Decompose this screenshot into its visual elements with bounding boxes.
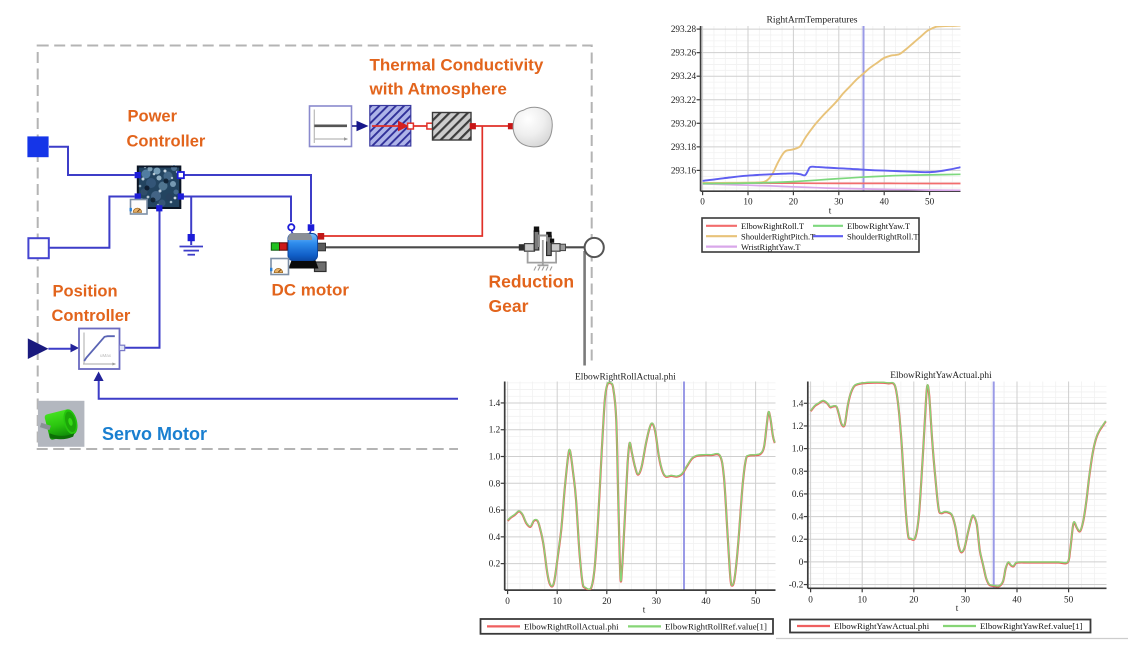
svg-text:20: 20 bbox=[909, 594, 919, 604]
svg-text:40: 40 bbox=[1012, 594, 1022, 604]
svg-text:0: 0 bbox=[505, 596, 510, 606]
svg-text:30: 30 bbox=[834, 197, 844, 207]
svg-text:RightArmTemperatures: RightArmTemperatures bbox=[767, 15, 858, 26]
svg-text:Reduction: Reduction bbox=[489, 272, 575, 292]
svg-text:-0.2: -0.2 bbox=[789, 580, 804, 590]
svg-text:0: 0 bbox=[700, 197, 705, 207]
svg-text:DC motor: DC motor bbox=[272, 281, 350, 300]
svg-text:0.8: 0.8 bbox=[489, 478, 501, 488]
svg-text:ElbowRightRollRef.value[1]: ElbowRightRollRef.value[1] bbox=[665, 622, 767, 632]
svg-text:0.8: 0.8 bbox=[792, 466, 804, 476]
svg-text:0.6: 0.6 bbox=[489, 505, 501, 515]
svg-text:t: t bbox=[956, 603, 959, 613]
svg-text:30: 30 bbox=[652, 596, 662, 606]
svg-text:1.4: 1.4 bbox=[489, 398, 501, 408]
svg-text:ShoulderRightPitch.T: ShoulderRightPitch.T bbox=[741, 231, 816, 241]
svg-text:50: 50 bbox=[925, 197, 935, 207]
svg-text:293.24: 293.24 bbox=[671, 71, 697, 81]
svg-text:Thermal Conductivity: Thermal Conductivity bbox=[370, 56, 544, 75]
svg-text:ElbowRightYawRef.value[1]: ElbowRightYawRef.value[1] bbox=[980, 621, 1083, 631]
svg-text:t: t bbox=[643, 605, 646, 615]
svg-text:10: 10 bbox=[858, 594, 868, 604]
svg-text:0.6: 0.6 bbox=[792, 489, 804, 499]
svg-text:ElbowRightYaw.T: ElbowRightYaw.T bbox=[847, 221, 911, 231]
svg-text:293.16: 293.16 bbox=[671, 165, 697, 175]
svg-text:1.2: 1.2 bbox=[792, 421, 804, 431]
svg-text:0.4: 0.4 bbox=[792, 512, 804, 522]
svg-text:ElbowRightYawActual.phi: ElbowRightYawActual.phi bbox=[834, 621, 930, 631]
svg-text:Controller: Controller bbox=[52, 307, 131, 325]
svg-text:293.18: 293.18 bbox=[671, 142, 697, 152]
svg-text:1.2: 1.2 bbox=[489, 425, 501, 435]
svg-text:0: 0 bbox=[799, 557, 804, 567]
svg-text:40: 40 bbox=[701, 596, 711, 606]
svg-text:Position: Position bbox=[53, 283, 118, 301]
svg-text:0: 0 bbox=[808, 594, 813, 604]
svg-text:WristRightYaw.T: WristRightYaw.T bbox=[741, 242, 801, 252]
svg-text:Gear: Gear bbox=[489, 296, 529, 316]
svg-text:10: 10 bbox=[743, 197, 753, 207]
svg-text:50: 50 bbox=[751, 596, 761, 606]
svg-text:293.20: 293.20 bbox=[671, 118, 697, 128]
svg-text:1.4: 1.4 bbox=[792, 398, 804, 408]
svg-text:293.28: 293.28 bbox=[671, 24, 697, 34]
svg-text:ElbowRightYawActual.phi: ElbowRightYawActual.phi bbox=[890, 371, 992, 381]
svg-text:1.0: 1.0 bbox=[792, 444, 804, 454]
svg-text:ElbowRightRollActual.phi: ElbowRightRollActual.phi bbox=[575, 373, 676, 383]
svg-text:Power: Power bbox=[128, 108, 178, 126]
svg-text:20: 20 bbox=[789, 197, 799, 207]
svg-text:1.0: 1.0 bbox=[489, 452, 501, 462]
svg-text:50: 50 bbox=[1064, 594, 1074, 604]
svg-text:with Atmosphere: with Atmosphere bbox=[369, 80, 507, 99]
svg-text:uMax: uMax bbox=[100, 353, 112, 358]
svg-text:30: 30 bbox=[961, 594, 971, 604]
svg-text:t: t bbox=[829, 206, 832, 216]
svg-text:0.2: 0.2 bbox=[792, 534, 804, 544]
svg-text:10: 10 bbox=[553, 596, 563, 606]
svg-text:ShoulderRightRoll.T: ShoulderRightRoll.T bbox=[847, 231, 919, 241]
svg-text:ElbowRightRoll.T: ElbowRightRoll.T bbox=[741, 221, 805, 231]
svg-text:0.2: 0.2 bbox=[489, 559, 501, 569]
svg-text:20: 20 bbox=[602, 596, 612, 606]
svg-text:293.26: 293.26 bbox=[671, 48, 697, 58]
svg-text:0.4: 0.4 bbox=[489, 532, 501, 542]
svg-text:293.22: 293.22 bbox=[671, 95, 697, 105]
svg-text:40: 40 bbox=[880, 197, 890, 207]
svg-text:Controller: Controller bbox=[127, 133, 206, 151]
svg-text:Servo Motor: Servo Motor bbox=[102, 424, 207, 444]
svg-text:ElbowRightRollActual.phi: ElbowRightRollActual.phi bbox=[524, 622, 619, 632]
